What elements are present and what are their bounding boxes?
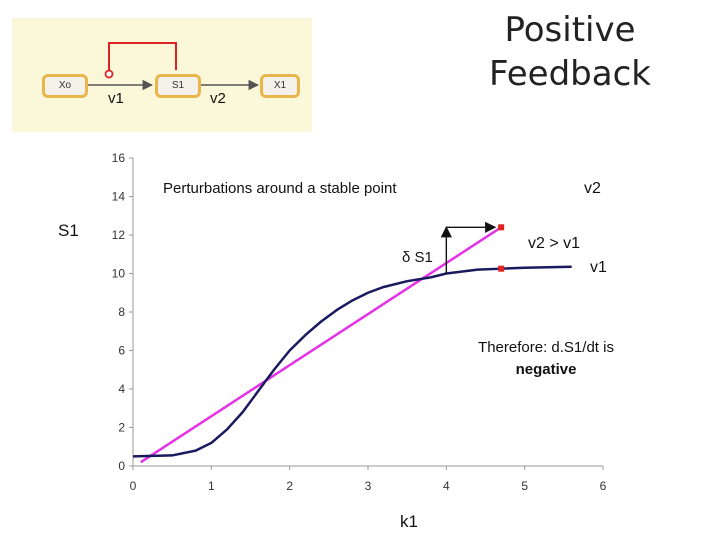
- node-s1: S1: [155, 74, 201, 98]
- x-tick-label: 3: [365, 479, 372, 493]
- pathway-arrows: [84, 42, 260, 91]
- annotation-delta-s1: δ S1: [402, 249, 433, 266]
- pathway-schematic: Xo S1 X1 v1 v2: [12, 18, 312, 132]
- y-tick-label: 10: [112, 267, 126, 281]
- y-tick-label: 16: [112, 151, 126, 165]
- series-line-v2: [140, 226, 502, 464]
- x-tick-label: 6: [600, 479, 607, 493]
- marker-point-0: [498, 224, 505, 231]
- series-line-v1: [132, 265, 572, 458]
- slide-title: Positive Feedback: [489, 10, 651, 94]
- y-tick-label: 14: [112, 190, 126, 204]
- y-tick-label: 8: [118, 305, 125, 319]
- marks-layer: [440, 221, 505, 274]
- label-v1: v1: [108, 90, 124, 107]
- x-axis-label: k1: [400, 512, 418, 531]
- feedback-activation-icon: [104, 69, 114, 79]
- y-axis-label: S1: [58, 221, 79, 240]
- label-v2: v2: [210, 90, 226, 107]
- x-tick-label: 4: [443, 479, 450, 493]
- annotation-v1: v1: [590, 259, 607, 276]
- series-layer: [132, 226, 572, 464]
- marker-point-1: [498, 265, 505, 272]
- annotation-therefore: Therefore: d.S1/dt is: [478, 339, 614, 356]
- x-tick-label: 5: [521, 479, 528, 493]
- x-tick-label: 1: [208, 479, 215, 493]
- annotation-perturbations: Perturbations around a stable point: [163, 180, 397, 197]
- y-tick-label: 0: [118, 459, 125, 473]
- y-tick-label: 12: [112, 228, 126, 242]
- y-tick-label: 2: [118, 421, 125, 435]
- x-tick-label: 0: [130, 479, 137, 493]
- y-tick-label: 4: [118, 382, 125, 396]
- x-tick-label: 2: [286, 479, 293, 493]
- y-tick-label: 6: [118, 344, 125, 358]
- node-xo: Xo: [42, 74, 88, 98]
- annotation-negative: negative: [516, 361, 577, 378]
- feedback-line: [108, 42, 177, 70]
- annotation-v2: v2: [584, 180, 601, 197]
- annotation-v2-gt-v1: v2 > v1: [528, 235, 580, 252]
- node-x1: X1: [260, 74, 300, 98]
